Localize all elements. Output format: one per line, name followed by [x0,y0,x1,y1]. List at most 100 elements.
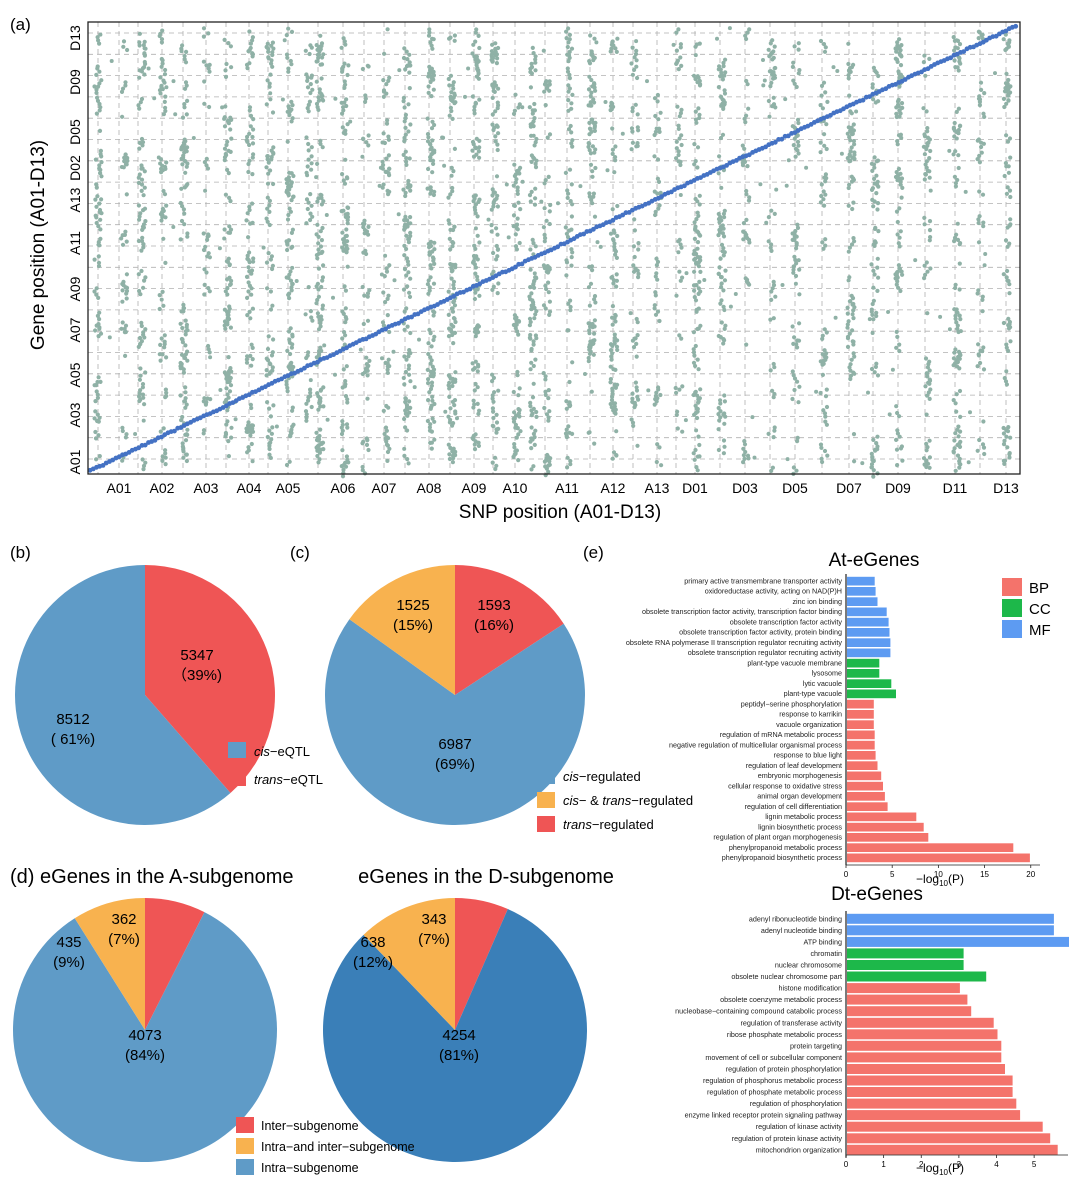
trans-eqtl-dot [218,388,223,392]
trans-eqtl-dot [768,84,773,89]
trans-eqtl-dot [634,341,639,346]
trans-eqtl-dot [632,254,637,260]
trans-eqtl-dot [957,242,962,247]
trans-eqtl-dot [245,134,250,139]
trans-eqtl-dot [432,419,437,424]
trans-eqtl-dot [316,98,321,103]
trans-eqtl-dot [285,139,290,144]
trans-eqtl-dot [286,175,291,180]
trans-eqtl-dot [1006,323,1011,328]
trans-eqtl-dot [654,399,659,404]
trans-eqtl-dot [772,365,777,370]
trans-eqtl-dot [743,276,748,281]
trans-eqtl-dot [183,438,189,443]
trans-eqtl-dot [244,274,250,279]
trans-eqtl-dot [245,211,250,216]
trans-eqtl-dot [744,36,749,42]
trans-eqtl-dot [894,437,899,442]
trans-eqtl-dot [342,79,347,84]
trans-eqtl-dot [494,226,499,231]
trans-eqtl-dot [360,464,365,470]
trans-eqtl-dot [784,183,789,188]
trans-eqtl-dot [455,416,459,421]
trans-eqtl-dot [542,206,547,211]
trans-eqtl-dot [566,40,571,45]
trans-eqtl-dot [342,330,347,335]
trans-eqtl-dot [895,139,900,144]
trans-eqtl-dot [766,47,771,52]
trans-eqtl-dot [512,108,518,113]
trans-eqtl-dot [894,282,899,287]
trans-eqtl-dot [246,448,251,453]
trans-eqtl-dot [875,444,880,449]
trans-eqtl-dot [792,376,798,381]
trans-eqtl-dot [289,285,294,290]
trans-eqtl-dot [924,464,929,470]
trans-eqtl-dot [160,28,165,33]
trans-eqtl-dot [653,212,658,218]
trans-eqtl-dot [309,154,314,159]
trans-eqtl-dot [384,442,390,447]
trans-eqtl-dot [528,285,533,290]
trans-eqtl-dot [163,108,168,114]
trans-eqtl-dot [793,281,798,286]
trans-eqtl-dot [894,111,899,116]
trans-eqtl-dot [512,313,518,318]
trans-eqtl-dot [228,44,233,49]
trans-eqtl-dot [529,346,534,352]
trans-eqtl-dot [429,446,434,451]
trans-eqtl-dot [957,444,963,449]
trans-eqtl-dot [261,245,266,250]
trans-eqtl-dot [774,187,779,192]
trans-eqtl-dot [98,171,103,176]
trans-eqtl-dot [140,385,145,390]
trans-eqtl-dot [477,97,482,102]
trans-eqtl-dot [431,367,437,372]
trans-eqtl-dot [541,263,547,268]
trans-eqtl-dot [1003,86,1008,91]
trans-eqtl-dot [795,133,800,138]
trans-eqtl-dot [405,413,410,418]
legend-swatch-cis-trans [537,792,555,808]
trans-eqtl-dot [953,468,958,473]
trans-eqtl-dot [183,60,189,65]
trans-eqtl-dot [404,273,409,278]
trans-eqtl-dot [694,428,699,433]
trans-eqtl-dot [96,295,101,300]
trans-eqtl-dot [348,119,353,124]
trans-eqtl-dot [953,347,958,352]
trans-eqtl-dot [288,209,293,214]
trans-eqtl-dot [107,335,112,340]
trans-eqtl-dot [824,355,829,360]
trans-eqtl-dot [342,39,347,44]
trans-eqtl-dot [491,375,496,380]
trans-eqtl-dot [515,191,520,196]
trans-eqtl-dot [565,234,571,240]
trans-eqtl-dot [181,370,186,375]
trans-eqtl-dot [183,80,189,85]
trans-eqtl-dot [588,33,593,38]
trans-eqtl-dot [184,164,189,169]
trans-eqtl-dot [678,242,683,247]
trans-eqtl-dot [772,428,777,433]
trans-eqtl-dot [938,314,943,319]
trans-eqtl-dot [1004,369,1009,374]
trans-eqtl-dot [658,392,663,398]
trans-eqtl-dot [766,239,771,244]
trans-eqtl-dot [290,342,295,347]
trans-eqtl-dot [547,221,552,227]
trans-eqtl-dot [636,247,641,252]
cis-eqtl-dot [867,94,872,99]
trans-eqtl-dot [823,172,829,177]
trans-eqtl-dot [547,462,552,467]
bar [847,617,889,627]
trans-eqtl-dot [722,278,728,283]
trans-eqtl-dot [846,76,851,81]
trans-eqtl-dot [851,301,856,307]
trans-eqtl-dot [1008,217,1013,222]
trans-eqtl-dot [405,428,410,433]
trans-eqtl-dot [546,418,551,423]
trans-eqtl-dot [383,360,388,365]
trans-eqtl-dot [1005,41,1011,46]
trans-eqtl-dot [609,354,614,359]
